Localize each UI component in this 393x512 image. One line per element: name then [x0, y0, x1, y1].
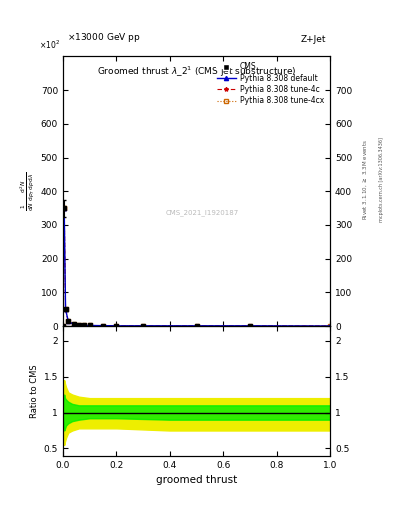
Pythia 8.308 default	[77, 322, 81, 328]
Pythia 8.308 default	[61, 323, 66, 329]
Pythia 8.308 default	[141, 323, 145, 329]
Pythia 8.308 tune-4c	[248, 323, 252, 329]
Pythia 8.308 default	[61, 205, 66, 211]
Pythia 8.308 tune-4c	[194, 323, 199, 329]
Pythia 8.308 tune-4cx	[328, 323, 332, 329]
Pythia 8.308 tune-4c	[328, 323, 332, 329]
Pythia 8.308 default	[328, 323, 332, 329]
Text: Rivet 3.1.10, $\geq$ 3.3M events: Rivet 3.1.10, $\geq$ 3.3M events	[362, 139, 369, 220]
Pythia 8.308 default	[62, 205, 66, 211]
Pythia 8.308 default	[248, 323, 252, 329]
Pythia 8.308 tune-4cx	[87, 323, 92, 329]
Line: Pythia 8.308 tune-4c: Pythia 8.308 tune-4c	[61, 206, 332, 328]
Pythia 8.308 tune-4cx	[71, 322, 76, 328]
Text: Groomed thrust $\lambda\_2^1$ (CMS jet substructure): Groomed thrust $\lambda\_2^1$ (CMS jet s…	[97, 65, 296, 79]
Y-axis label: Ratio to CMS: Ratio to CMS	[31, 364, 39, 418]
Pythia 8.308 tune-4c	[61, 205, 66, 211]
Pythia 8.308 tune-4c	[77, 322, 81, 328]
Pythia 8.308 tune-4cx	[82, 323, 86, 329]
Pythia 8.308 tune-4c	[63, 306, 68, 312]
Text: $\times$13000 GeV pp: $\times$13000 GeV pp	[67, 31, 140, 44]
Pythia 8.308 tune-4cx	[62, 205, 66, 211]
Line: Pythia 8.308 default: Pythia 8.308 default	[61, 206, 332, 328]
Text: $\times10^2$: $\times10^2$	[39, 38, 60, 51]
Pythia 8.308 tune-4cx	[248, 323, 252, 329]
Pythia 8.308 tune-4c	[87, 323, 92, 329]
Pythia 8.308 tune-4c	[82, 323, 86, 329]
Pythia 8.308 default	[66, 318, 71, 324]
Pythia 8.308 tune-4cx	[77, 322, 81, 328]
Pythia 8.308 default	[63, 306, 68, 312]
Text: CMS_2021_I1920187: CMS_2021_I1920187	[165, 209, 239, 216]
Y-axis label: $\frac{1}{\mathrm{d}N}\,\frac{\mathrm{d}^2N}{\mathrm{d}p_T\,\mathrm{d}p\,\mathrm: $\frac{1}{\mathrm{d}N}\,\frac{\mathrm{d}…	[18, 172, 37, 211]
Line: Pythia 8.308 tune-4cx: Pythia 8.308 tune-4cx	[61, 206, 332, 328]
Pythia 8.308 default	[114, 323, 119, 329]
X-axis label: groomed thrust: groomed thrust	[156, 475, 237, 485]
Pythia 8.308 default	[101, 323, 105, 329]
Pythia 8.308 tune-4cx	[61, 205, 66, 211]
Pythia 8.308 default	[71, 322, 76, 328]
Pythia 8.308 tune-4c	[101, 323, 105, 329]
Pythia 8.308 tune-4c	[114, 323, 119, 329]
Text: mcplots.cern.ch [arXiv:1306.3436]: mcplots.cern.ch [arXiv:1306.3436]	[379, 137, 384, 222]
Pythia 8.308 tune-4c	[141, 323, 145, 329]
Legend: CMS, Pythia 8.308 default, Pythia 8.308 tune-4c, Pythia 8.308 tune-4cx: CMS, Pythia 8.308 default, Pythia 8.308 …	[215, 60, 326, 108]
Pythia 8.308 tune-4cx	[66, 318, 71, 324]
Pythia 8.308 tune-4cx	[61, 323, 66, 329]
Pythia 8.308 default	[194, 323, 199, 329]
Pythia 8.308 tune-4c	[61, 323, 66, 329]
Pythia 8.308 default	[87, 323, 92, 329]
Pythia 8.308 tune-4cx	[101, 323, 105, 329]
Text: Z+Jet: Z+Jet	[301, 34, 326, 44]
Pythia 8.308 tune-4cx	[141, 323, 145, 329]
Pythia 8.308 tune-4cx	[114, 323, 119, 329]
Pythia 8.308 tune-4cx	[63, 306, 68, 312]
Pythia 8.308 tune-4c	[62, 205, 66, 211]
Pythia 8.308 tune-4c	[71, 322, 76, 328]
Pythia 8.308 default	[82, 323, 86, 329]
Pythia 8.308 tune-4cx	[194, 323, 199, 329]
Pythia 8.308 tune-4c	[66, 318, 71, 324]
